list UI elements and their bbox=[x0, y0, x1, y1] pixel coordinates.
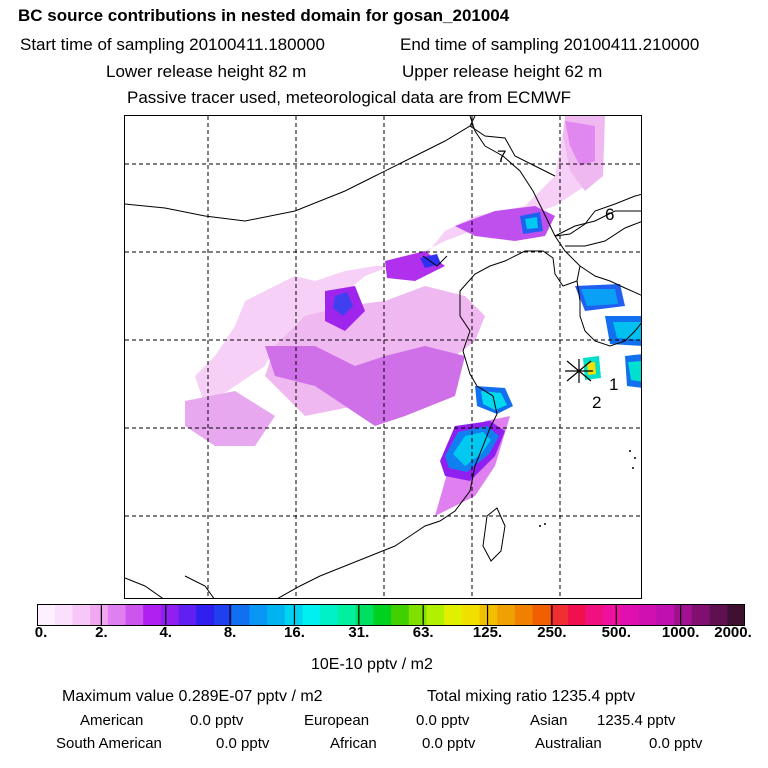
upper-release-height: Upper release height 62 m bbox=[402, 62, 603, 81]
colorbar-swatch bbox=[249, 604, 268, 626]
end-time: End time of sampling 20100411.210000 bbox=[400, 35, 700, 54]
colorbar-tick-label: 500. bbox=[601, 624, 631, 641]
traj-label-6: 6 bbox=[605, 205, 614, 224]
colorbar-tick-label: 2. bbox=[95, 624, 108, 641]
colorbar-swatch bbox=[231, 604, 250, 626]
colorbar-swatch bbox=[373, 604, 392, 626]
borders bbox=[184, 116, 641, 598]
lat-lon-grid bbox=[125, 116, 641, 598]
plot-title: BC source contributions in nested domain… bbox=[18, 6, 510, 25]
colorbar-tick-label: 63. bbox=[412, 624, 434, 641]
colorbar-tick-label: 0. bbox=[34, 624, 48, 641]
colorbar-swatch bbox=[337, 604, 357, 626]
asian-value: 1235.4 pptv bbox=[597, 712, 676, 729]
colorbar-swatch bbox=[621, 604, 640, 626]
colorbar-swatch bbox=[426, 604, 445, 626]
australian-value: 0.0 pptv bbox=[649, 735, 703, 752]
colorbar-swatch bbox=[638, 604, 657, 626]
colorbar-swatch bbox=[178, 604, 197, 626]
european-label: European bbox=[304, 712, 370, 729]
colorbar-swatch bbox=[674, 604, 693, 626]
colorbar-swatch bbox=[355, 604, 374, 626]
lower-release-height: Lower release height 82 m bbox=[106, 62, 307, 81]
asian-label: Asian bbox=[530, 712, 568, 729]
european-value: 0.0 pptv bbox=[416, 712, 470, 729]
max-value: Maximum value 0.289E-07 pptv / m2 bbox=[62, 688, 323, 705]
colorbar-swatch bbox=[302, 604, 321, 626]
start-time: Start time of sampling 20100411.180000 bbox=[20, 35, 325, 54]
colorbar-swatch bbox=[72, 604, 91, 626]
colorbar-swatch bbox=[514, 604, 534, 626]
small-islands bbox=[539, 450, 636, 527]
colorbar-swatch bbox=[691, 604, 711, 626]
colorbar-units: 10E-10 pptv / m2 bbox=[311, 656, 433, 673]
american-value: 0.0 pptv bbox=[190, 712, 244, 729]
colorbar-swatch bbox=[497, 604, 516, 626]
colorbar-swatch bbox=[532, 604, 551, 626]
traj-label-1: 1 bbox=[609, 375, 618, 394]
colorbar-swatch bbox=[214, 604, 233, 626]
colorbar-swatch bbox=[107, 604, 126, 626]
colorbar-swatch bbox=[90, 604, 109, 626]
colorbar-swatch bbox=[709, 604, 728, 626]
colorbar-tick-label: 8. bbox=[223, 624, 237, 641]
colorbar-swatch bbox=[408, 604, 427, 626]
traj-label-2: 2 bbox=[592, 393, 601, 412]
colorbar-tick-label: 2000. bbox=[714, 624, 752, 641]
south-american-value: 0.0 pptv bbox=[216, 735, 270, 752]
colorbar-swatch bbox=[603, 604, 622, 626]
colorbar bbox=[37, 604, 745, 626]
colorbar-swatch bbox=[568, 604, 587, 626]
map-canvas: 7 6 1 2 bbox=[125, 116, 641, 598]
colorbar-swatch bbox=[391, 604, 410, 626]
colorbar-swatch bbox=[727, 604, 745, 626]
concentration-field bbox=[185, 116, 641, 516]
total-mixing-ratio: Total mixing ratio 1235.4 pptv bbox=[427, 688, 636, 705]
colorbar-swatch bbox=[125, 604, 144, 626]
australian-label: Australian bbox=[535, 735, 602, 752]
south-american-label: South American bbox=[56, 735, 162, 752]
american-label: American bbox=[80, 712, 144, 729]
african-value: 0.0 pptv bbox=[422, 735, 476, 752]
receptor-marker bbox=[565, 359, 593, 383]
colorbar-swatch bbox=[320, 604, 339, 626]
map-panel: 7 6 1 2 bbox=[124, 115, 642, 599]
colorbar-swatch bbox=[160, 604, 180, 626]
colorbar-swatch bbox=[37, 604, 56, 626]
colorbar-tick-label: 4. bbox=[159, 624, 172, 641]
colorbar-swatch bbox=[196, 604, 215, 626]
tracer-note: Passive tracer used, meteorological data… bbox=[127, 88, 572, 107]
traj-label-7: 7 bbox=[497, 147, 506, 166]
colorbar-swatch bbox=[267, 604, 286, 626]
colorbar-frame bbox=[37, 604, 745, 626]
colorbar-swatch bbox=[444, 604, 463, 626]
african-label: African bbox=[330, 735, 377, 752]
colorbar-swatch bbox=[550, 604, 569, 626]
colorbar-swatch bbox=[461, 604, 480, 626]
colorbar-swatch bbox=[479, 604, 498, 626]
colorbar-swatch bbox=[656, 604, 675, 626]
colorbar-swatch bbox=[143, 604, 162, 626]
colorbar-tick-label: 31. bbox=[348, 624, 370, 641]
colorbar-tick-label: 250. bbox=[537, 624, 567, 641]
colorbar-swatch bbox=[54, 604, 73, 626]
colorbar-tick-label: 125. bbox=[472, 624, 503, 641]
colorbar-swatch bbox=[585, 604, 604, 626]
colorbar-tick-label: 16. bbox=[284, 624, 305, 641]
colorbar-tick-label: 1000. bbox=[661, 624, 700, 641]
coastlines bbox=[125, 116, 641, 598]
